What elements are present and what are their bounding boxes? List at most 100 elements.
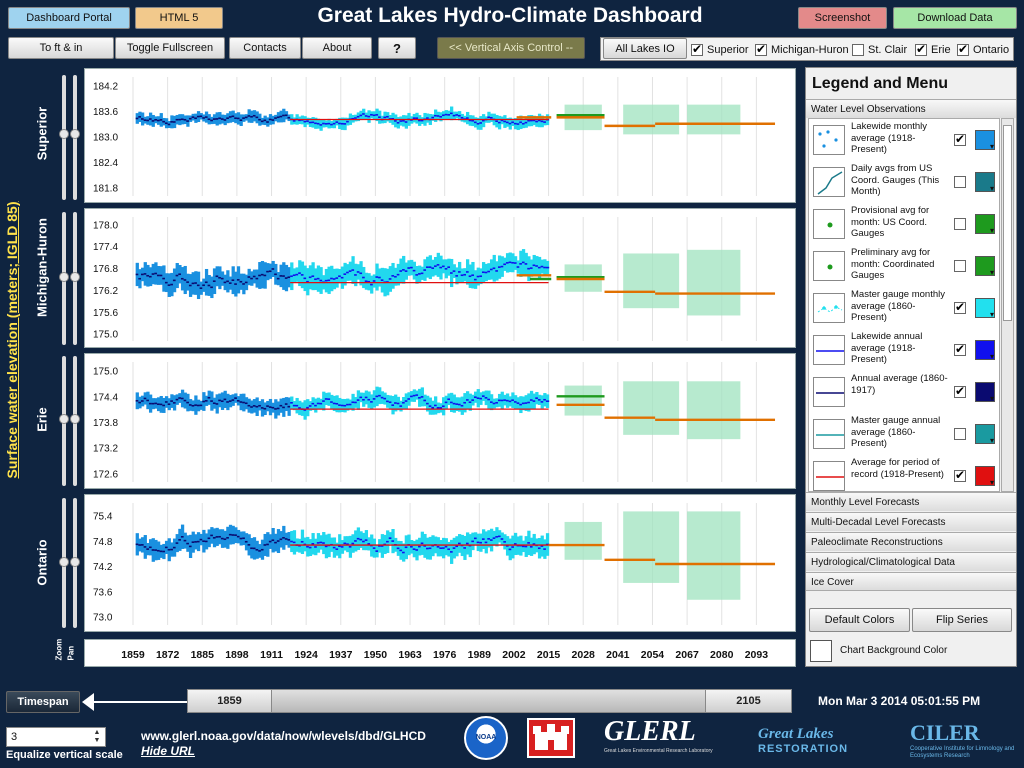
legend-color-swatch[interactable] (975, 298, 995, 319)
help-button[interactable]: ? (378, 37, 416, 59)
zoom-knob[interactable] (59, 272, 69, 282)
zoom-knob[interactable] (59, 129, 69, 139)
chart-panel-superior[interactable]: 184.2 183.6 183.0 182.4 181.8 (84, 68, 796, 203)
stepper-down-icon[interactable]: ▼ (93, 737, 101, 744)
x-tick-label: 2028 (572, 649, 596, 661)
chart-panel-ontario[interactable]: 75.4 74.8 74.2 73.6 73.0 (84, 494, 796, 632)
legend-color-swatch[interactable] (975, 466, 995, 487)
section-water-level-observations[interactable]: Water Level Observations (806, 99, 1016, 118)
great-lakes-restoration-logo[interactable]: Great Lakes RESTORATION (758, 726, 868, 755)
lake-label: Erie (931, 44, 951, 56)
forecast-range-box (687, 249, 741, 316)
legend-color-swatch[interactable] (975, 130, 995, 151)
legend-color-swatch[interactable] (975, 214, 995, 235)
lake-label-superior: Superior (34, 106, 50, 161)
hide-url-link[interactable]: Hide URL (141, 744, 195, 758)
legend-item-checkbox[interactable] (954, 468, 966, 482)
x-tick-label: 1937 (329, 649, 353, 661)
chart-superior[interactable]: 184.2 183.6 183.0 182.4 181.8 (85, 69, 797, 204)
default-colors-button[interactable]: Default Colors (809, 608, 910, 632)
glerl-logo[interactable]: GLERL Great Lakes Environmental Research… (604, 716, 734, 760)
legend-item-label: Lakewide monthly average (1918-Present) (851, 121, 928, 155)
checkbox[interactable] (691, 42, 703, 56)
vertical-axis-control-button[interactable]: << Vertical Axis Control -- (437, 37, 585, 59)
to-ft-in-button[interactable]: To ft & in (8, 37, 114, 59)
screenshot-button[interactable]: Screenshot (798, 7, 887, 29)
timespan-end-handle[interactable]: 2105 (705, 690, 791, 712)
noaa-logo-icon[interactable]: NOAA (464, 716, 508, 760)
all-lakes-io-button[interactable]: All Lakes IO (603, 38, 687, 59)
section-hydrological-climatological-data[interactable]: Hydrological/Climatological Data (806, 552, 1016, 571)
x-tick-label: 1885 (191, 649, 215, 661)
y-tick-label: 175.0 (93, 330, 118, 341)
section-multi-decadal-level-forecasts[interactable]: Multi-Decadal Level Forecasts (806, 512, 1016, 531)
timespan-button[interactable]: Timespan (6, 691, 80, 713)
pan-knob[interactable] (70, 272, 80, 282)
forecast-range-box (623, 511, 680, 583)
checkbox[interactable] (915, 42, 927, 56)
timespan-range-slider[interactable]: 1859 2105 (187, 689, 792, 713)
legend-color-swatch[interactable] (975, 340, 995, 361)
chart-panel-michigan-huron[interactable]: 178.0 177.4 176.8 176.2 175.6 175.0 (84, 208, 796, 348)
legend-item-checkbox[interactable] (954, 176, 966, 188)
download-data-button[interactable]: Download Data (893, 7, 1017, 29)
y-tick-label: 178.0 (93, 220, 118, 231)
timespan-arrow-icon (82, 693, 94, 711)
dashboard-portal-button[interactable]: Dashboard Portal (8, 7, 130, 29)
pan-knob[interactable] (70, 414, 80, 424)
zoom-knob[interactable] (59, 557, 69, 567)
x-tick-label: 2015 (537, 649, 561, 661)
y-tick-label: 175.0 (93, 367, 118, 378)
about-button[interactable]: About (302, 37, 372, 59)
vertical-scale-stepper[interactable]: 3 ▲ ▼ (6, 727, 106, 747)
lake-checkbox-ontario[interactable]: Ontario (957, 40, 1009, 60)
chart-ontario[interactable]: 75.4 74.8 74.2 73.6 73.0 (85, 495, 797, 633)
toggle-fullscreen-button[interactable]: Toggle Fullscreen (115, 37, 225, 59)
legend-color-swatch[interactable] (975, 172, 995, 193)
lake-checkbox-superior[interactable]: Superior (691, 40, 749, 60)
chart-panel-erie[interactable]: 175.0 174.4 173.8 173.2 172.6 (84, 353, 796, 489)
contacts-button[interactable]: Contacts (229, 37, 301, 59)
flip-series-button[interactable]: Flip Series (912, 608, 1012, 632)
legend-color-swatch[interactable] (975, 424, 995, 445)
lake-checkbox-erie[interactable]: Erie (915, 40, 951, 60)
timespan-start-handle[interactable]: 1859 (188, 690, 272, 712)
checkbox[interactable] (957, 42, 969, 56)
lake-checkbox-michigan-huron[interactable]: Michigan-Huron (755, 40, 849, 60)
forecast-range-box (623, 253, 680, 309)
html5-button[interactable]: HTML 5 (135, 7, 223, 29)
y-tick-label: 177.4 (93, 242, 118, 253)
legend-color-swatch[interactable] (975, 382, 995, 403)
legend-scrollbar[interactable] (1001, 118, 1014, 492)
checkbox[interactable] (852, 44, 864, 56)
legend-item-checkbox[interactable] (954, 342, 966, 356)
chart-bg-color-swatch[interactable] (810, 640, 832, 662)
stepper-value[interactable]: 3 (11, 731, 18, 743)
chart-michigan-huron[interactable]: 178.0 177.4 176.8 176.2 175.6 175.0 (85, 209, 797, 349)
legend-item-checkbox[interactable] (954, 428, 966, 440)
legend-item-checkbox[interactable] (954, 384, 966, 398)
chart-erie[interactable]: 175.0 174.4 173.8 173.2 172.6 (85, 354, 797, 490)
zoom-knob[interactable] (59, 414, 69, 424)
line-red-icon (813, 461, 845, 491)
pan-knob[interactable] (70, 129, 80, 139)
pan-knob[interactable] (70, 557, 80, 567)
legend-color-swatch[interactable] (975, 256, 995, 277)
usace-castle-logo-icon[interactable] (527, 718, 575, 758)
x-tick-label: 1989 (468, 649, 492, 661)
legend-item-checkbox[interactable] (954, 260, 966, 272)
stepper-up-icon[interactable]: ▲ (93, 729, 101, 736)
legend-item-checkbox[interactable] (954, 218, 966, 230)
section-monthly-level-forecasts[interactable]: Monthly Level Forecasts (806, 492, 1016, 511)
ciler-logo[interactable]: CILER Cooperative Institute for Limnolog… (910, 720, 1018, 760)
lake-checkbox-st-clair[interactable]: St. Clair (852, 40, 907, 60)
y-axis-title[interactable]: Surface water elevation (meters; IGLD 85… (4, 201, 20, 479)
pan-label: Pan (66, 645, 76, 661)
glr-line-2: RESTORATION (758, 743, 849, 755)
legend-item-checkbox[interactable] (954, 300, 966, 314)
checkbox[interactable] (755, 42, 767, 56)
scrollbar-thumb[interactable] (1003, 125, 1012, 321)
section-paleoclimate-reconstructions[interactable]: Paleoclimate Reconstructions (806, 532, 1016, 551)
section-ice-cover[interactable]: Ice Cover (806, 572, 1016, 591)
legend-item-checkbox[interactable] (954, 132, 966, 146)
